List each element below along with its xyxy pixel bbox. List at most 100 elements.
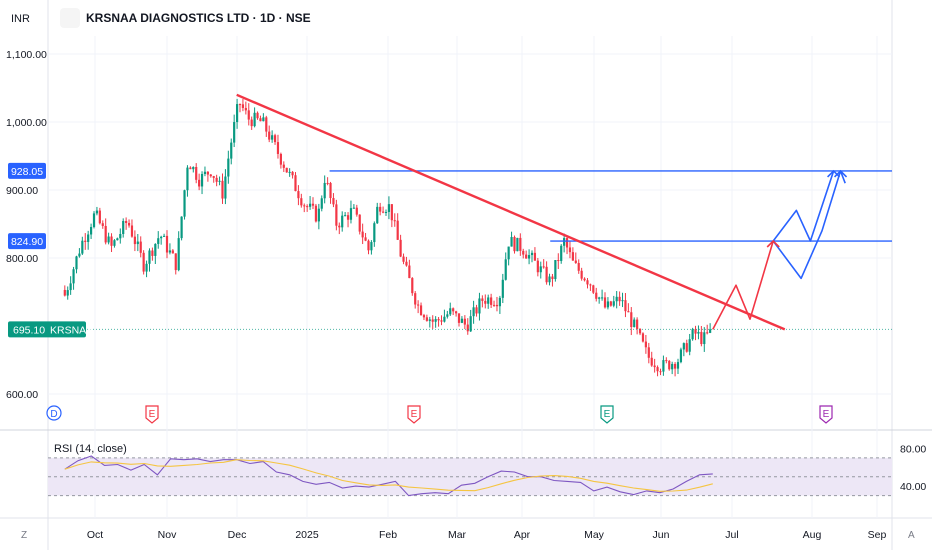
candle-body [157,238,160,244]
candle-body [703,332,706,345]
candle-body [259,118,262,122]
symbol-title: KRSNAA DIAGNOSTICS LTD · 1D · NSE [86,11,311,25]
earnings-marker[interactable] [407,405,421,424]
candle-body [352,207,355,209]
candle-body [373,223,376,243]
candle-body [200,174,204,187]
candle-body [206,171,209,175]
candle-body [238,104,242,106]
candle-body [589,284,592,286]
candle-body [598,297,601,299]
candle-body [539,266,542,273]
candle-body [98,210,101,224]
candle-body [355,207,358,215]
time-tick-label: Jun [653,529,670,541]
candle-body [387,204,391,212]
candle-body [507,246,510,260]
candle-body [627,311,630,313]
candle-body [89,227,93,235]
projection-arrowhead [833,169,848,178]
time-tick-label: Jul [725,529,738,541]
candle-body [609,301,612,306]
candle-body [612,301,615,306]
candle-body [291,171,294,176]
candle-body [233,122,236,143]
candle-body [160,236,163,239]
earnings-marker[interactable] [600,405,614,424]
candle-body [189,167,192,170]
candle-body [574,260,577,263]
candle-body [679,349,683,363]
projection-red-path[interactable] [712,240,774,330]
projection-blue-path-b[interactable] [772,170,846,280]
candle-body [563,238,566,246]
candle-body [633,319,636,328]
level-price-tag [8,162,46,179]
candle-body [536,260,539,273]
candle-body [183,190,186,217]
candle-body [364,237,367,241]
candle-body [81,240,84,254]
candle-body [685,343,688,352]
candle-body [700,331,703,345]
candle-body [481,298,484,301]
candle-body [621,300,624,302]
trendline[interactable] [236,93,786,331]
candle-body [224,176,227,199]
candle-body [425,317,428,321]
earnings-marker[interactable] [819,405,833,424]
projection-blue-path-a[interactable] [772,170,835,242]
candle-body [440,320,443,322]
dividend-marker[interactable] [46,405,62,421]
candle-body [154,243,157,256]
candle-body [370,242,373,251]
candle-body [709,329,712,333]
candle-body [545,266,548,283]
event-marker-letter: D [50,409,57,420]
event-marker-letter: E [149,409,156,420]
candle-body [203,171,207,175]
candle-body [306,206,309,208]
candle-body [367,240,370,251]
candle-body [171,250,174,254]
candle-body [402,256,405,262]
candle-body [399,239,402,257]
candle-body [469,316,472,332]
candle-body [358,214,361,232]
candle-body [691,329,694,340]
rsi-tick-label: 40.00 [900,481,926,493]
candle-body [192,167,195,170]
flag-icon[interactable] [60,8,80,28]
earnings-marker[interactable] [145,405,159,424]
candle-body [533,252,537,261]
candle-body [78,253,81,257]
candle-body [682,343,685,350]
candle-body [72,269,75,284]
candle-body [273,135,277,143]
candle-body [487,297,490,304]
candle-body [142,252,145,272]
candle-body [706,332,709,334]
candle-body [411,278,414,294]
candle-body [466,324,469,332]
candle-body [615,296,618,302]
time-axis-left-button[interactable]: Z [21,530,27,541]
time-axis-right-button[interactable]: A [908,530,915,541]
level-price-tag [8,233,46,250]
candle-body [548,276,551,283]
candle-body [583,278,586,281]
candle-body [530,252,534,256]
candle-body [434,319,437,322]
candle-body [125,221,128,223]
candle-body [268,131,271,140]
candle-body [122,221,125,235]
candle-body [449,308,452,315]
candle-body [381,211,385,213]
level-price-label: 824.90 [11,236,43,248]
candle-body [668,360,671,370]
candle-body [662,360,665,372]
last-price-label: 695.10 [13,324,45,336]
rsi-line [64,455,713,497]
candle-body [180,216,183,239]
